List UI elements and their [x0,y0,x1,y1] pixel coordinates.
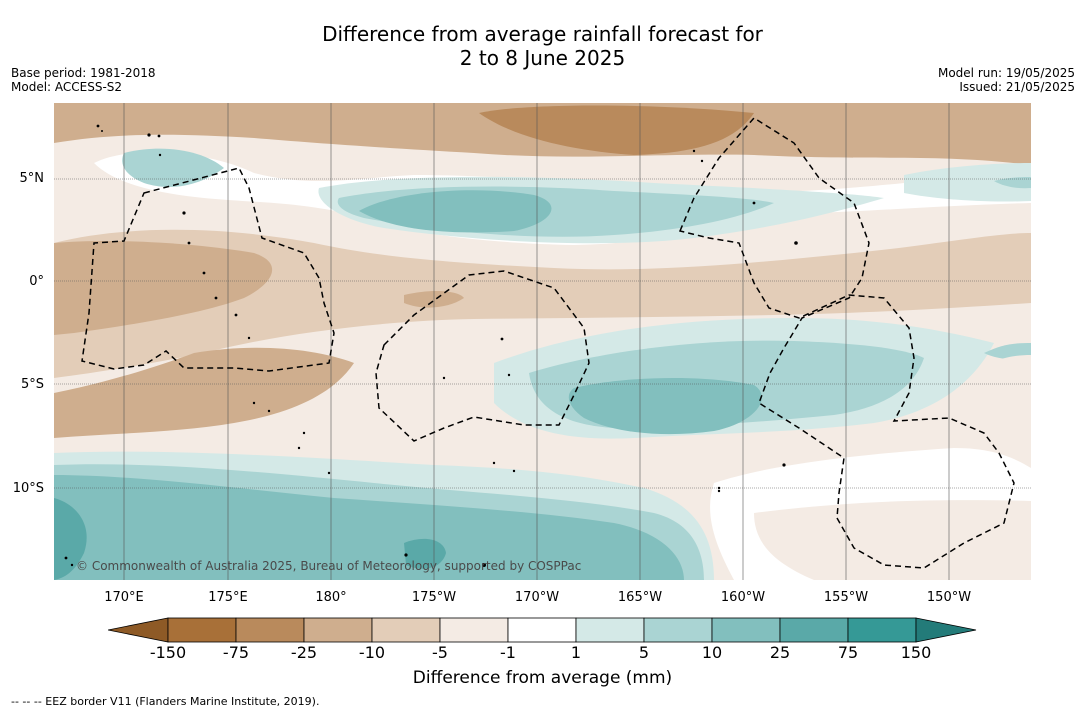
colorbar-tick-label: 5 [638,643,650,662]
wet-patch-northeast [904,163,1031,202]
wet-core-northeast [994,177,1031,189]
dry-core-west [54,241,273,335]
map-title-line1: Difference from average rainfall forecas… [322,22,763,46]
meta-left: Base period: 1981-2018 Model: ACCESS-S2 [11,66,156,94]
wet-core-south [404,538,446,569]
eez-legend-note: -- -- -- EEZ border V11 (Flanders Marine… [11,695,320,708]
colorbar-tick-label: 75 [837,643,859,662]
dry-region-southeast [754,500,1031,580]
colorbar-swatch [643,617,713,643]
wet-core-south-central [568,377,762,435]
copyright-notice: © Commonwealth of Australia 2025, Bureau… [76,559,582,573]
colorbar-swatch [575,617,645,643]
colorbar-swatch [507,617,577,643]
colorbar-swatch [847,617,917,643]
lon-label-165w: 165°W [617,590,663,605]
rainfall-map-svg [54,103,1031,580]
colorbar-tick-label: -75 [222,643,250,662]
lon-label-150w: 150°W [926,590,972,605]
gridlines [54,103,1031,580]
lat-label-0: 0° [29,274,44,289]
lon-label-170e: 170°E [104,590,144,605]
dry-band-equatorial [54,229,1031,378]
eez-borders [81,117,1015,569]
wet-core-southwest [54,498,87,580]
colorbar-swatch [711,617,781,643]
wet-core-north [359,190,552,233]
islands [64,124,798,567]
colorbar-extend-low [108,617,169,643]
colorbar-swatch [167,617,237,643]
colorbar-extend-high [915,617,977,643]
dry-patch-east [974,355,1031,418]
colorbar-swatch [371,617,441,643]
colorbar [108,617,977,643]
wet-patch-northwest [122,148,224,188]
issued-date: Issued: 21/05/2025 [959,80,1075,94]
colorbar-tick-label: -150 [149,643,187,662]
lon-label-155w: 155°W [823,590,869,605]
lon-label-180: 180° [315,590,347,605]
eez-border-west [81,167,335,372]
colorbar-swatch [439,617,509,643]
colorbar-swatch [235,617,305,643]
colorbar-tick-label: -10 [358,643,386,662]
colorbar-swatch [779,617,849,643]
lon-label-175w: 175°W [411,590,457,605]
colorbar-swatch [303,617,373,643]
colorbar-tick-label: 25 [769,643,791,662]
wet-band-south-inner [54,475,684,580]
eez-border-east [678,117,1015,569]
lat-label-10s: 10°S [12,481,44,496]
map-title: Difference from average rainfall forecas… [0,22,1085,70]
map-title-line2: 2 to 8 June 2025 [459,46,626,70]
colorbar-title: Difference from average (mm) [412,668,673,688]
model-run: Model run: 19/05/2025 [937,66,1075,80]
lon-label-175e: 175°E [208,590,248,605]
colorbar-tick-label: -5 [432,643,448,662]
colorbar-tick-label: 150 [900,643,932,662]
meta-right: Model run: 19/05/2025 Issued: 21/05/2025 [938,66,1075,94]
model-name: Model: ACCESS-S2 [11,80,123,94]
dry-core-north [479,105,754,155]
lon-label-160w: 160°W [720,590,766,605]
lon-label-170w: 170°W [514,590,560,605]
colorbar-tick-label: -1 [500,643,516,662]
colorbar-tick-label: 10 [701,643,723,662]
lat-label-5n: 5°N [19,171,45,186]
base-period: Base period: 1981-2018 [11,66,156,80]
eez-border-central [375,270,590,442]
rainfall-map [54,103,1031,580]
wet-patch-east [984,343,1031,360]
colorbar-tick-label: -25 [290,643,318,662]
lat-label-5s: 5°S [20,377,44,392]
colorbar-tick-label: 1 [570,643,582,662]
colorbar-swatches [108,617,977,643]
